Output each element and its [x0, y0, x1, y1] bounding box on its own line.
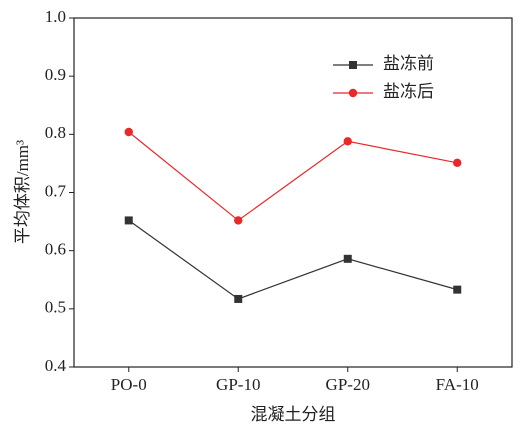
marker [234, 216, 243, 225]
y-tick-label: 0.6 [45, 240, 66, 259]
marker [234, 294, 243, 303]
marker [343, 254, 352, 263]
y-tick-label: 0.4 [45, 356, 67, 375]
y-tick-label: 0.8 [45, 123, 66, 142]
marker [453, 158, 462, 168]
x-tick-label: FA-10 [436, 375, 479, 394]
y-tick-label: 0.7 [45, 181, 67, 200]
marker [124, 216, 133, 225]
marker [124, 127, 133, 137]
series-line [128, 131, 458, 222]
marker [453, 285, 462, 294]
plot-frame [73, 17, 513, 368]
y-tick-label: 0.5 [45, 298, 66, 317]
x-axis-label: 混凝土分组 [251, 405, 336, 424]
y-tick-label: 1.0 [45, 7, 66, 26]
marker [348, 88, 358, 98]
legend-label: 盐冻后 [383, 82, 434, 101]
x-tick-label: PO-0 [111, 375, 147, 394]
series-line [128, 219, 458, 300]
marker [349, 61, 357, 69]
legend-label: 盐冻前 [383, 54, 434, 73]
y-axis-label: 平均体积/mm³ [13, 140, 32, 244]
marker [343, 137, 352, 146]
y-tick-label: 0.9 [45, 65, 66, 84]
x-tick-label: GP-20 [326, 375, 370, 394]
x-tick-label: GP-10 [216, 375, 260, 394]
